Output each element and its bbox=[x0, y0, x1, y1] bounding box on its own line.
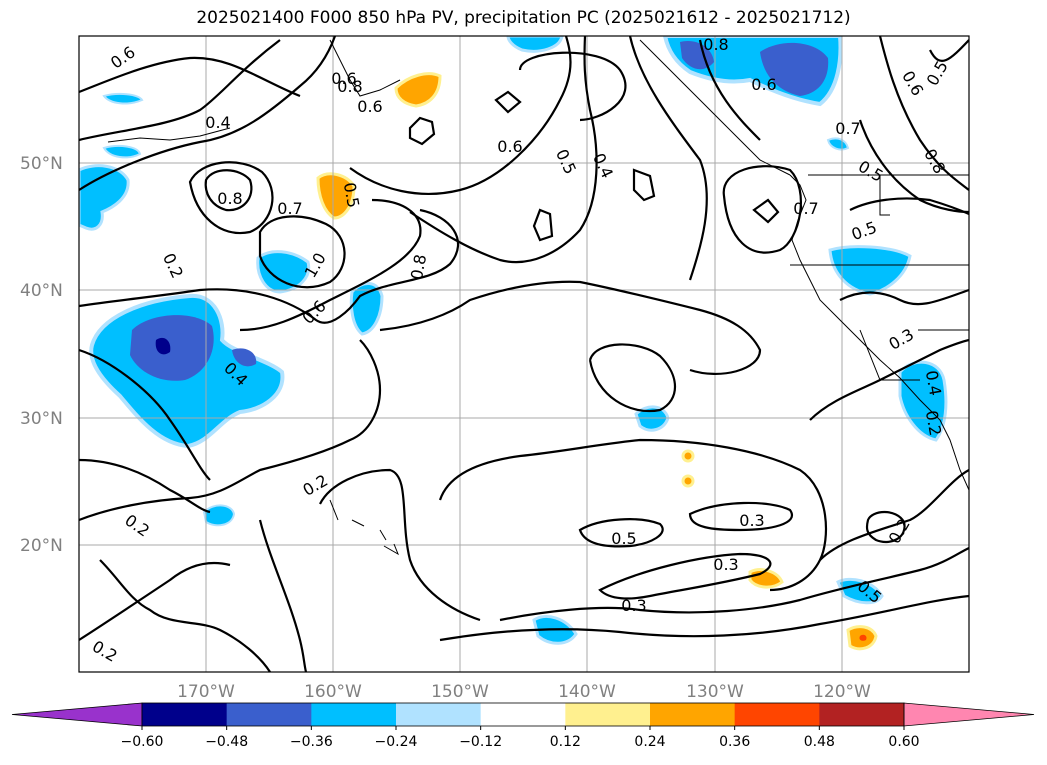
contour-label: 0.2 bbox=[121, 510, 153, 540]
contour-label: 0.6 bbox=[751, 75, 776, 94]
colorbar: −0.60 −0.48 −0.36 −0.24 −0.12 0.12 0.24 0.36 0.4… bbox=[11, 702, 1035, 750]
colorbar-tick-label: 0.60 bbox=[888, 734, 919, 750]
lon-label-130w: 130°W bbox=[686, 682, 744, 702]
contour-label: 0.4 bbox=[922, 369, 945, 397]
precip-spot-west2 bbox=[232, 348, 257, 367]
coastlines bbox=[107, 39, 969, 556]
contour-label: 0.8 bbox=[337, 77, 362, 96]
precip-spot-nw2 bbox=[102, 92, 144, 105]
precip-fill-layer bbox=[79, 36, 948, 651]
contour-label: 0.3 bbox=[885, 325, 917, 354]
lon-label-160w: 160°W bbox=[304, 682, 362, 702]
colorbar-segment bbox=[819, 703, 905, 726]
lon-label-150w: 150°W bbox=[431, 682, 489, 702]
lon-label-120w: 120°W bbox=[813, 682, 871, 702]
colorbar-frame bbox=[141, 702, 905, 727]
lon-label-170w: 170°W bbox=[177, 682, 235, 702]
contour-label: 0.6 bbox=[107, 42, 139, 72]
lon-label-140w: 140°W bbox=[558, 682, 616, 702]
lat-labels: 50°N 40°N 30°N 20°N bbox=[20, 154, 63, 556]
contour-label: 0.8 bbox=[920, 145, 949, 177]
map-title: 2025021400 F000 850 hPa PV, precipitatio… bbox=[196, 8, 851, 28]
colorbar-tick-label: −0.36 bbox=[290, 734, 333, 750]
lat-label-20: 20°N bbox=[20, 536, 63, 556]
precip-core-west bbox=[130, 315, 214, 381]
pv-contours bbox=[79, 36, 969, 672]
colorbar-segment bbox=[565, 703, 651, 726]
contour-label: 0.6 bbox=[898, 67, 927, 99]
colorbar-segment bbox=[650, 703, 736, 726]
contour-label: 0.6 bbox=[357, 97, 382, 116]
contour-label: 0.3 bbox=[621, 596, 646, 615]
contour-label: 0.5 bbox=[552, 146, 580, 177]
contour-label: 0.3 bbox=[739, 511, 764, 530]
contour-label: 0.5 bbox=[923, 57, 952, 89]
contour-label: 0.6 bbox=[497, 137, 522, 156]
precip-area-c2 bbox=[349, 282, 384, 336]
contour-label: 0.2 bbox=[922, 409, 945, 437]
lat-label-50: 50°N bbox=[20, 154, 63, 174]
colorbar-segment bbox=[311, 703, 397, 726]
colorbar-segment bbox=[734, 703, 820, 726]
colorbar-segment bbox=[142, 703, 228, 726]
contour-label: 0.8 bbox=[407, 253, 430, 281]
colorbar-tick-label: −0.60 bbox=[121, 734, 164, 750]
contour-label: 0.2 bbox=[159, 250, 187, 281]
contour-label: 0.7 bbox=[835, 119, 860, 138]
precip-area-e2 bbox=[826, 137, 850, 151]
colorbar-tick-label: −0.48 bbox=[205, 734, 248, 750]
map-frame bbox=[78, 35, 970, 673]
precip-area-n2 bbox=[828, 245, 912, 296]
colorbar-extend-high bbox=[903, 702, 1035, 727]
lat-label-40: 40°N bbox=[20, 281, 63, 301]
colorbar-extend-low bbox=[11, 702, 143, 727]
contour-label: 0.4 bbox=[589, 150, 617, 181]
precip-pos-1 bbox=[394, 72, 442, 108]
precip-pos-4b bbox=[859, 634, 867, 641]
contour-label: 0.2 bbox=[89, 637, 121, 666]
precip-pos-2 bbox=[316, 172, 356, 220]
colorbar-tick-label: 0.24 bbox=[634, 734, 665, 750]
colorbar-segment bbox=[396, 703, 482, 726]
colorbar-tick-label: −0.12 bbox=[459, 734, 502, 750]
colorbar-segment bbox=[226, 703, 312, 726]
contour-label: 0.7 bbox=[793, 199, 818, 218]
contour-label: 0.6 bbox=[331, 69, 356, 88]
contour-label: 0.5 bbox=[611, 529, 636, 548]
precip-core-ne bbox=[760, 42, 829, 96]
contour-label: 0.7 bbox=[277, 199, 302, 218]
colorbar-tick-label: 0.36 bbox=[719, 734, 750, 750]
colorbar-segment bbox=[480, 703, 566, 726]
gridlines bbox=[79, 36, 969, 672]
precip-pos-3 bbox=[748, 568, 784, 589]
precip-area-e1 bbox=[898, 360, 948, 442]
colorbar-tick-label: 0.48 bbox=[804, 734, 835, 750]
contour-label: 0.8 bbox=[217, 189, 242, 208]
precip-pos-6 bbox=[681, 474, 695, 488]
precip-area-n1 bbox=[506, 36, 564, 53]
contour-label: 0.4 bbox=[205, 113, 230, 132]
lon-labels: 170°W 160°W 150°W 140°W 130°W 120°W bbox=[177, 682, 871, 702]
colorbar-tick-label: 0.12 bbox=[550, 734, 581, 750]
precip-spot-nw bbox=[102, 145, 142, 159]
colorbar-tick-label: −0.24 bbox=[375, 734, 418, 750]
contour-label: 0.5 bbox=[849, 218, 879, 245]
contour-label: 0.8 bbox=[703, 35, 728, 54]
contour-label: 0.3 bbox=[713, 555, 738, 574]
precip-area-c3 bbox=[202, 504, 236, 527]
lat-label-30: 30°N bbox=[20, 409, 63, 429]
contour-label: 0.5 bbox=[340, 181, 363, 209]
precip-area-c1 bbox=[256, 250, 311, 294]
precip-peak-west bbox=[155, 337, 171, 355]
precip-area-se bbox=[836, 577, 884, 605]
precip-pos-5 bbox=[681, 449, 695, 463]
